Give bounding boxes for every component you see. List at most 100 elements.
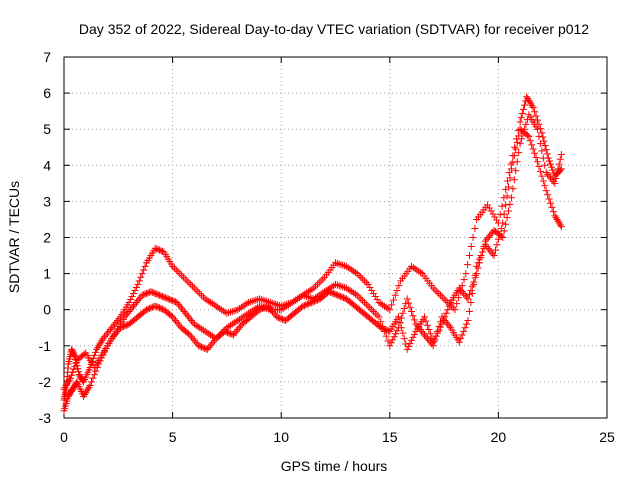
data-point — [124, 321, 132, 329]
data-point — [68, 371, 76, 379]
data-point — [81, 391, 89, 399]
data-point — [232, 327, 240, 335]
data-point — [408, 336, 416, 344]
data-point — [445, 322, 453, 330]
data-point — [207, 331, 215, 339]
data-point — [513, 158, 521, 166]
data-point — [342, 284, 350, 292]
data-point — [451, 306, 459, 314]
data-point — [426, 330, 434, 338]
data-point — [486, 232, 494, 240]
data-point — [332, 259, 339, 267]
data-point — [442, 318, 450, 326]
data-point — [350, 267, 358, 275]
data-point — [536, 167, 544, 175]
data-point — [434, 329, 442, 337]
data-point — [370, 308, 378, 316]
data-point — [157, 304, 165, 312]
data-point — [248, 297, 256, 305]
data-point — [360, 277, 368, 285]
data-point — [150, 289, 158, 297]
data-point — [344, 285, 352, 293]
data-point — [548, 176, 556, 184]
data-point — [286, 300, 294, 308]
data-point — [393, 327, 401, 335]
data-point — [225, 323, 233, 331]
data-point — [261, 303, 269, 311]
data-point — [536, 140, 544, 148]
data-point — [234, 326, 242, 334]
data-point — [381, 326, 389, 334]
data-point — [187, 317, 195, 325]
data-point — [311, 297, 319, 305]
y-tick-label: 6 — [43, 85, 51, 101]
data-point — [257, 305, 265, 313]
data-point — [467, 243, 475, 251]
data-point — [557, 223, 565, 231]
data-point — [63, 380, 71, 388]
data-point — [500, 210, 508, 218]
data-point — [548, 163, 556, 171]
data-point — [166, 295, 174, 303]
data-point — [84, 385, 92, 393]
data-point — [156, 304, 164, 312]
data-point — [255, 306, 263, 314]
data-point — [190, 284, 198, 292]
data-point — [145, 304, 153, 312]
data-point — [153, 245, 161, 253]
data-point — [172, 266, 180, 274]
data-point — [305, 300, 313, 308]
data-point — [306, 286, 314, 294]
data-point — [295, 294, 303, 302]
data-point — [364, 280, 372, 288]
data-point — [408, 308, 416, 316]
data-point — [435, 326, 443, 334]
data-point — [283, 302, 291, 310]
data-point — [303, 292, 311, 300]
data-point — [201, 295, 209, 303]
data-point — [351, 268, 359, 276]
data-point — [245, 309, 253, 317]
data-point — [250, 297, 258, 305]
data-point — [79, 377, 87, 385]
data-point — [432, 332, 440, 340]
data-point — [366, 283, 374, 291]
data-point — [217, 306, 225, 314]
data-point — [209, 338, 217, 346]
data-point — [163, 294, 171, 302]
data-point — [511, 143, 519, 151]
data-point — [339, 294, 347, 302]
data-point — [268, 299, 276, 307]
data-point — [403, 345, 411, 353]
data-point — [457, 286, 465, 294]
data-point — [328, 289, 336, 297]
data-point — [545, 195, 553, 203]
data-point — [187, 333, 195, 341]
data-point — [539, 154, 547, 162]
data-point — [397, 324, 405, 332]
data-point — [383, 326, 391, 334]
data-point — [167, 312, 175, 320]
data-point — [72, 379, 80, 387]
data-point — [124, 309, 132, 317]
data-point — [541, 182, 549, 190]
data-point — [230, 319, 238, 327]
data-point — [201, 327, 209, 335]
data-point — [216, 304, 224, 312]
data-point — [417, 268, 425, 276]
data-point — [223, 324, 231, 332]
data-point — [228, 308, 236, 316]
data-point — [80, 350, 88, 358]
data-point — [457, 335, 465, 343]
data-point — [346, 286, 354, 294]
data-point — [309, 298, 317, 306]
x-tick-label: 10 — [273, 429, 289, 445]
data-point — [509, 185, 517, 193]
data-point — [174, 320, 182, 328]
data-point — [335, 260, 343, 268]
data-point — [513, 138, 521, 146]
data-point — [147, 304, 155, 312]
data-point — [548, 203, 556, 211]
data-point — [399, 309, 407, 317]
data-point — [338, 293, 346, 301]
